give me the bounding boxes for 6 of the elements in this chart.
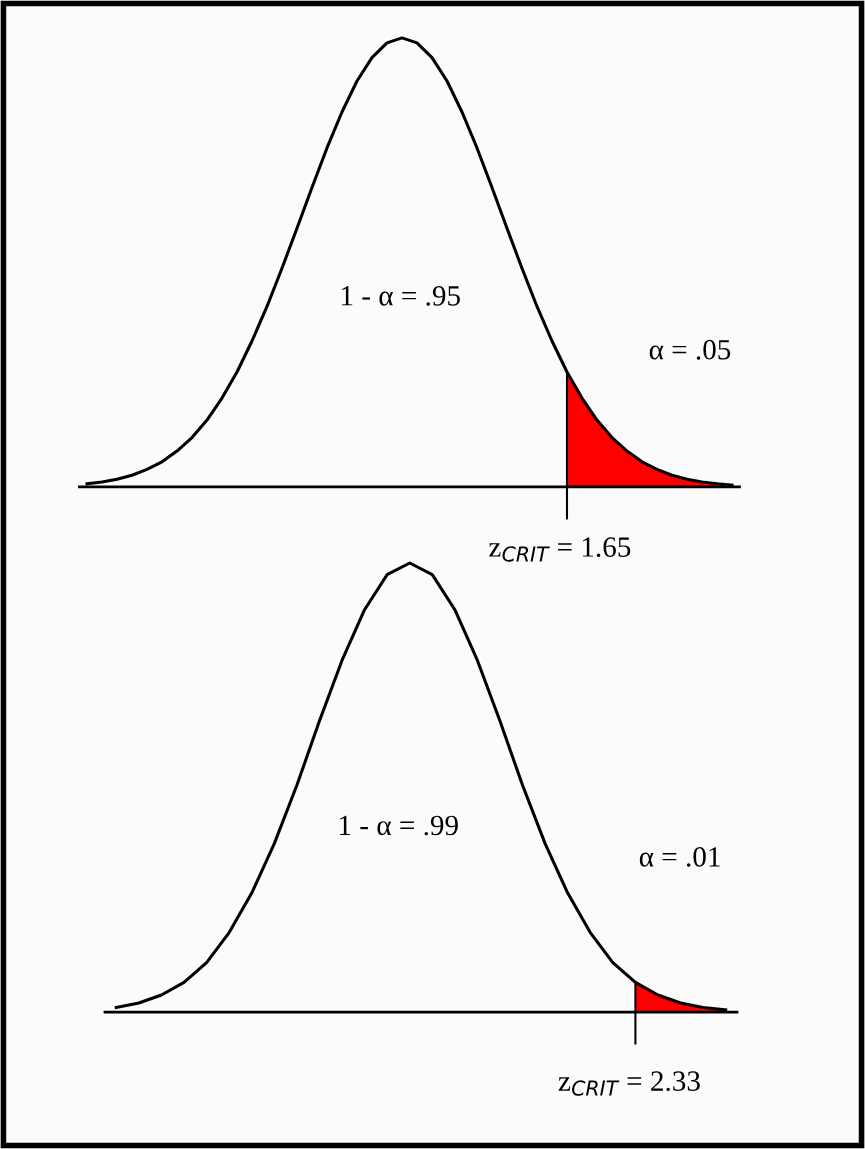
text: z$_{CRIT}$ = 1.65 — [489, 537, 631, 562]
annotation: α = .01 — [639, 846, 720, 867]
annotation: 1 - α = .99 — [339, 815, 458, 836]
annotation: 1 - α = .95 — [341, 286, 460, 306]
text: z$_{CRIT}$ = 2.33 — [558, 1071, 700, 1096]
annotation: α = .05 — [649, 339, 731, 360]
